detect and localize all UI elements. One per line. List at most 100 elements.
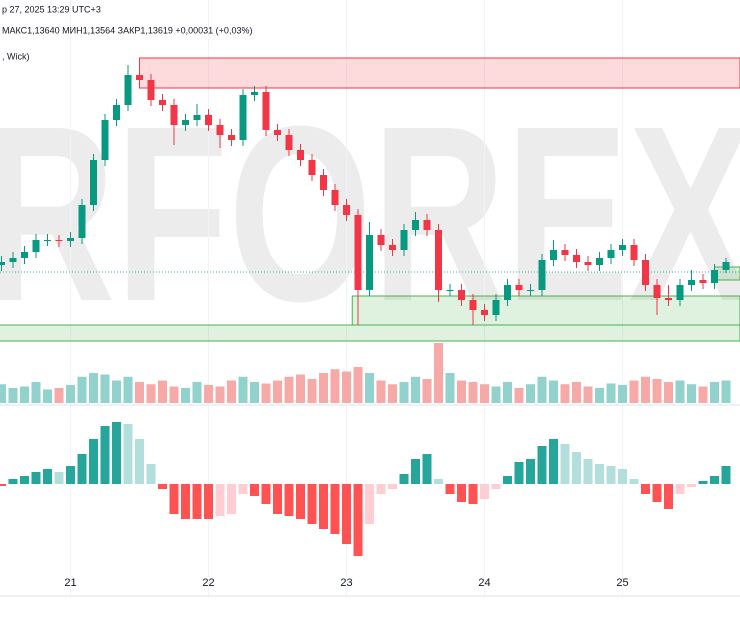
volume-bar (526, 384, 535, 403)
candle-body (573, 255, 580, 262)
candle-body (251, 92, 258, 95)
macd-bar (261, 484, 271, 504)
volume-bar (376, 380, 386, 403)
macd-bar (250, 484, 259, 496)
volume-bar (158, 380, 167, 403)
macd-bar (284, 484, 294, 516)
candle-body (642, 260, 649, 285)
volume-bar (675, 380, 685, 403)
candle-body (67, 238, 74, 241)
volume-bar (330, 369, 340, 403)
volume-bar (0, 384, 6, 403)
volume-bar (261, 383, 271, 403)
volume-bar (641, 376, 650, 403)
volume-bar (135, 382, 144, 403)
candle-body (366, 235, 373, 290)
macd-bar (583, 459, 593, 484)
candle-body (481, 310, 488, 315)
volume-bar (31, 382, 41, 403)
volume-bar (411, 376, 420, 403)
macd-bar (549, 439, 558, 484)
zone (351, 295, 740, 326)
volume-bar (77, 376, 87, 403)
macd-bar (641, 484, 650, 494)
macd-bar (457, 484, 466, 502)
macd-bar (192, 484, 202, 519)
volume-bar (342, 371, 351, 403)
candle-body (412, 220, 419, 230)
macd-bar (296, 484, 305, 519)
volume-bar (66, 385, 75, 403)
candle-body (205, 115, 212, 125)
volume-bar (307, 379, 317, 403)
volume-bar (169, 386, 179, 403)
volume-bar (664, 382, 673, 403)
macd-bar (273, 484, 282, 514)
candle-body (55, 240, 63, 241)
macd-bar (422, 454, 432, 484)
macd-bar (204, 484, 213, 519)
volume-bar (514, 388, 524, 403)
macd-bar (675, 484, 685, 494)
volume-bar (238, 376, 248, 403)
macd-bar (537, 446, 547, 484)
macd-bar (31, 472, 41, 484)
candle-body (561, 250, 569, 255)
candle-body (0, 262, 5, 265)
volume-bar (687, 384, 696, 403)
macd-bar (595, 464, 604, 484)
candle-body (423, 220, 431, 230)
volume-bar (606, 383, 616, 403)
volume-bar (721, 380, 731, 403)
candle-body (297, 150, 304, 160)
candle-body (619, 245, 626, 250)
macd-bar (514, 462, 524, 484)
volume-bar (181, 388, 190, 403)
volume-bar (422, 379, 432, 403)
macd-bar (606, 466, 616, 484)
volume-bar (353, 367, 363, 403)
macd-bar (399, 474, 409, 484)
macd-bar (491, 484, 501, 489)
volume-bar (445, 373, 455, 403)
candle-body (492, 300, 500, 315)
macd-bar (687, 484, 696, 487)
volume-bar (146, 384, 156, 403)
volume-bar (112, 380, 121, 403)
macd-bar (66, 466, 75, 484)
candle-body (331, 190, 339, 205)
volume-bar (537, 376, 547, 403)
volume-bar (296, 374, 305, 403)
volume-bar (388, 384, 397, 403)
candle-body (607, 250, 615, 258)
candle-body (446, 290, 454, 291)
macd-bar (8, 479, 18, 484)
macd-bar (698, 481, 708, 484)
volume-bar (503, 382, 512, 403)
macd-bar (710, 476, 719, 484)
volume-bar (549, 380, 558, 403)
candle-body (400, 230, 408, 250)
candle-body (320, 175, 327, 190)
macd-bar (123, 424, 133, 484)
candle-body (124, 75, 132, 105)
candle-body (676, 285, 684, 300)
macd-bar (618, 469, 627, 484)
macd-bar (353, 484, 363, 556)
macd-bar (100, 426, 110, 484)
x-tick-label: 24 (478, 577, 490, 589)
x-tick-label: 22 (202, 577, 214, 589)
macd-bar (388, 484, 397, 489)
macd-bar (376, 484, 386, 494)
macd-bar (434, 479, 443, 484)
macd-bar (330, 484, 340, 534)
candle-body (469, 300, 477, 310)
volume-bar (595, 388, 604, 403)
macd-bar (77, 454, 87, 484)
volume-bar (618, 385, 627, 403)
volume-bar (273, 380, 282, 403)
macd-bar (181, 484, 190, 519)
volume-bar (284, 376, 294, 403)
volume-bar (20, 386, 29, 403)
macd-bar (445, 484, 455, 494)
